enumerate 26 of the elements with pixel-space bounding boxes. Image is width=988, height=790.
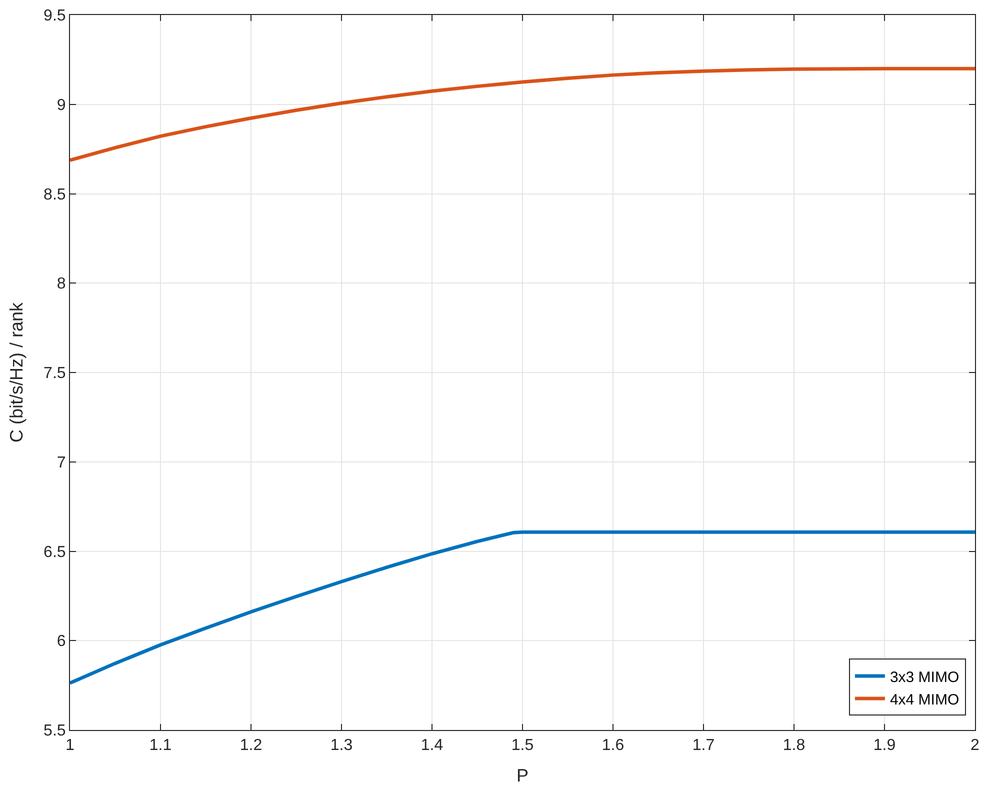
x-tick-label: 1.2 — [240, 737, 262, 754]
x-tick-label: 1.8 — [782, 737, 806, 754]
x-tick-label: 1.1 — [149, 737, 172, 754]
x-tick-label: 2 — [970, 737, 980, 754]
x-tick-label: 1.6 — [602, 737, 624, 754]
line-series — [70, 530, 975, 685]
y-tick-label: 9.5 — [44, 8, 66, 25]
line-series — [70, 66, 975, 162]
y-tick-label: 7.5 — [44, 365, 66, 382]
x-tick-label: 1.3 — [330, 737, 353, 754]
y-tick-label: 5.5 — [44, 722, 66, 740]
legend-label: 3x3 MIMO — [890, 668, 960, 686]
x-tick-label: 1.9 — [873, 737, 896, 754]
x-tick-label: 1.7 — [692, 737, 715, 754]
y-tick-label: 7 — [56, 454, 66, 472]
x-tick-label: 1.4 — [420, 737, 444, 754]
y-tick-label: 6 — [56, 633, 66, 650]
legend-label: 4x4 MIMO — [890, 691, 960, 708]
x-tick-label: 1.5 — [511, 737, 534, 754]
y-tick-label: 9 — [56, 96, 66, 114]
x-tick-label: 1 — [66, 737, 75, 754]
y-tick-label: 8.5 — [44, 186, 66, 204]
y-tick-label: 6.5 — [44, 544, 66, 561]
y-axis-title: C (bit/s/Hz) / rank — [6, 301, 27, 443]
y-tick-label: 8 — [56, 276, 66, 293]
x-axis-title: P — [516, 765, 529, 786]
